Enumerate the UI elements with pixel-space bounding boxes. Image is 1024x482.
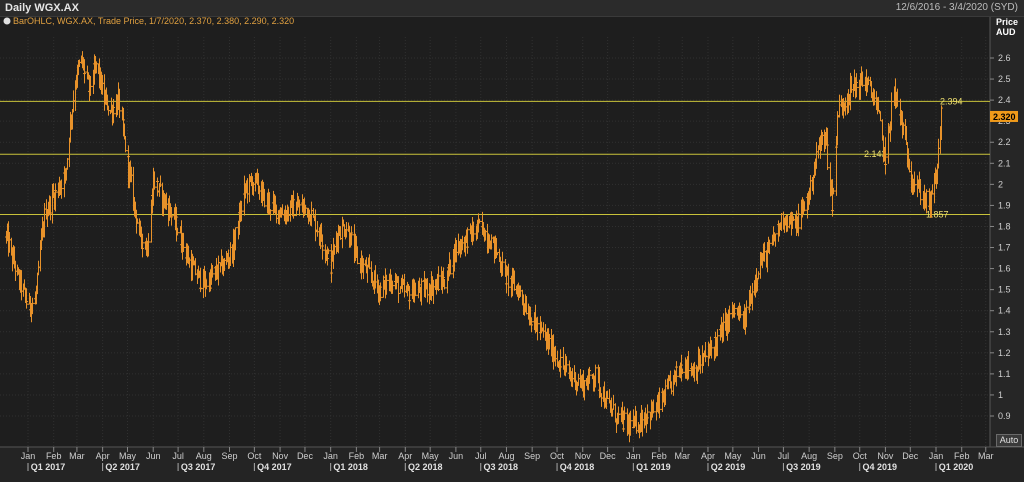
chart-window-title: Daily WGX.AX <box>5 2 79 14</box>
reference-line-label: 2.394 <box>940 96 963 106</box>
x-ticks: Jan Feb Mar Apr May Jun Jul Aug Sep Oct Nov Dec Jan F… <box>21 447 994 472</box>
x-tick-month: Mar <box>978 451 994 461</box>
chart-title-bar: Daily WGX.AX 12/6/2016 - 3/4/2020 (SYD) <box>0 0 1024 17</box>
y-tick-label: 2.1 <box>998 158 1011 168</box>
price-axis-panel <box>990 17 1024 447</box>
x-tick-month: May <box>422 451 440 461</box>
x-tick-month: Feb <box>651 451 667 461</box>
x-tick-quarter: Q1 2020 <box>939 462 974 472</box>
x-tick-month: May <box>119 451 137 461</box>
x-tick-month: Feb <box>46 451 62 461</box>
price-axis-unit: AUD <box>996 27 1016 37</box>
x-tick-quarter: Q2 2018 <box>408 462 443 472</box>
x-tick-quarter: Q3 2019 <box>786 462 821 472</box>
x-tick-month: Oct <box>550 451 565 461</box>
x-tick-quarter: Q3 2017 <box>181 462 216 472</box>
grid <box>0 37 990 447</box>
x-tick-month: Feb <box>954 451 970 461</box>
y-tick-label: 1.8 <box>998 221 1011 231</box>
auto-scale-button[interactable]: Auto <box>996 434 1022 447</box>
x-tick-quarter: Q4 2018 <box>560 462 595 472</box>
x-tick-quarter: Q1 2017 <box>31 462 66 472</box>
y-tick-label: 2.2 <box>998 137 1011 147</box>
y-tick-label: 1.9 <box>998 200 1011 210</box>
y-tick-label: 1.5 <box>998 285 1011 295</box>
x-tick-month: Oct <box>247 451 262 461</box>
x-tick-month: Apr <box>96 451 110 461</box>
x-tick-month: Feb <box>349 451 365 461</box>
y-tick-label: 2.6 <box>998 53 1011 63</box>
x-tick-month: Jun <box>751 451 766 461</box>
x-tick-month: Mar <box>675 451 691 461</box>
last-price-marker: 2.320 <box>990 110 1018 122</box>
horizontal-lines: 2.394 2.143 1.857 <box>0 96 990 219</box>
x-tick-month: Nov <box>575 451 592 461</box>
y-tick-label: 1.1 <box>998 369 1011 379</box>
last-price-label: 2.320 <box>993 112 1016 122</box>
x-tick-month: Nov <box>877 451 894 461</box>
x-tick-month: Oct <box>853 451 868 461</box>
legend: BarOHLC, WGX.AX, Trade Price, 1/7/2020, … <box>3 16 294 26</box>
x-tick-month: Sep <box>524 451 540 461</box>
x-tick-quarter: Q4 2017 <box>257 462 292 472</box>
x-tick-month: Mar <box>69 451 85 461</box>
x-tick-month: May <box>724 451 742 461</box>
x-tick-month: Apr <box>701 451 715 461</box>
x-tick-month: Jul <box>778 451 790 461</box>
ohlc-bars <box>5 51 943 443</box>
y-tick-label: 1.6 <box>998 264 1011 274</box>
x-tick-month: Jul <box>475 451 487 461</box>
y-tick-label: 1.4 <box>998 306 1011 316</box>
x-tick-month: Sep <box>221 451 237 461</box>
x-tick-month: Mar <box>372 451 388 461</box>
reference-line-label: 1.857 <box>926 209 949 219</box>
x-tick-quarter: Q2 2017 <box>105 462 140 472</box>
date-range-label: 12/6/2016 - 3/4/2020 (SYD) <box>895 2 1018 13</box>
x-tick-month: Aug <box>801 451 817 461</box>
x-tick-quarter: Q3 2018 <box>483 462 518 472</box>
y-tick-label: 2 <box>998 179 1003 189</box>
y-tick-label: 0.9 <box>998 411 1011 421</box>
x-tick-month: Apr <box>398 451 412 461</box>
x-tick-month: Aug <box>498 451 514 461</box>
x-tick-month: Jun <box>449 451 464 461</box>
x-tick-month: Sep <box>827 451 843 461</box>
x-tick-month: Dec <box>600 451 617 461</box>
x-tick-month: Nov <box>272 451 289 461</box>
x-tick-quarter: Q1 2018 <box>333 462 368 472</box>
x-tick-month: Aug <box>196 451 212 461</box>
x-tick-month: Jan <box>323 451 338 461</box>
y-tick-label: 1.7 <box>998 243 1011 253</box>
x-tick-month: Jul <box>172 451 184 461</box>
x-tick-month: Jan <box>626 451 641 461</box>
x-tick-quarter: Q4 2019 <box>862 462 897 472</box>
x-tick-month: Dec <box>902 451 919 461</box>
x-tick-month: Jun <box>146 451 161 461</box>
price-axis-header: Price <box>996 17 1018 27</box>
plot-area <box>0 17 990 447</box>
y-tick-label: 2.5 <box>998 74 1011 84</box>
y-tick-label: 1 <box>998 390 1003 400</box>
x-tick-month: Jan <box>929 451 944 461</box>
x-tick-month: Jan <box>21 451 36 461</box>
last-price-badge <box>990 110 1018 122</box>
time-axis-panel <box>0 447 1024 482</box>
x-tick-month: Dec <box>297 451 314 461</box>
y-tick-label: 2.4 <box>998 95 1011 105</box>
y-tick-label: 1.2 <box>998 348 1011 358</box>
x-tick-quarter: Q2 2019 <box>711 462 746 472</box>
legend-text: BarOHLC, WGX.AX, Trade Price, 1/7/2020, … <box>13 16 294 26</box>
reference-line-label: 2.143 <box>864 149 887 159</box>
y-tick-label: 1.3 <box>998 327 1011 337</box>
chart-series-icon <box>3 17 11 25</box>
x-tick-quarter: Q1 2019 <box>636 462 671 472</box>
